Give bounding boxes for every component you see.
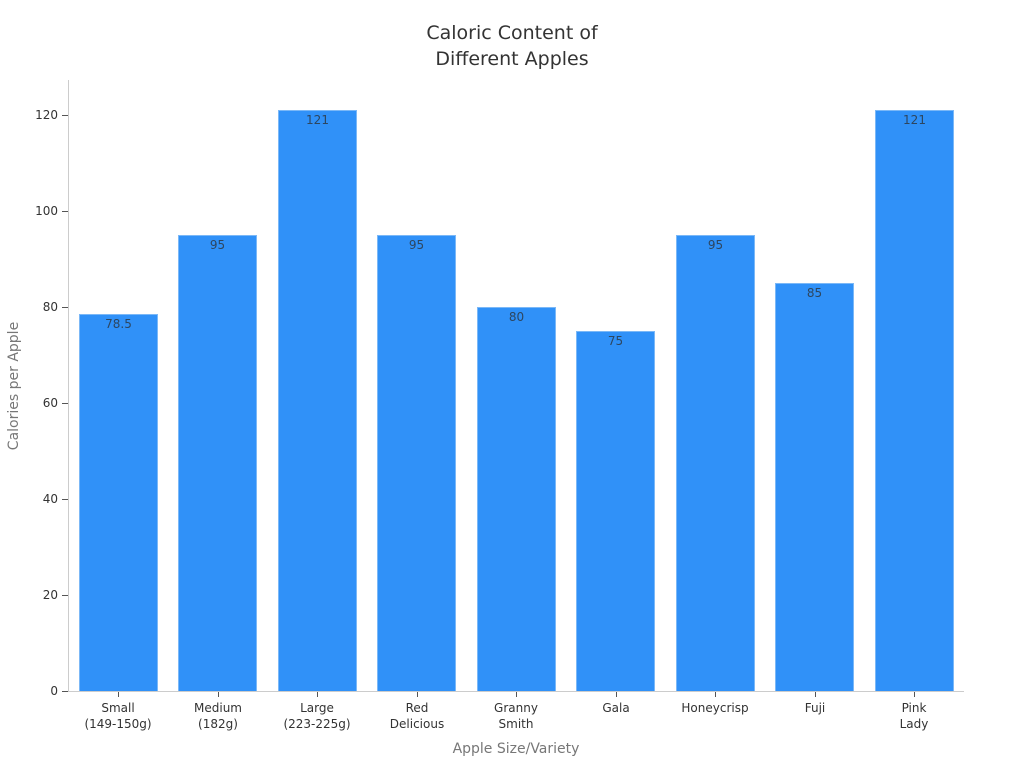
y-tick-mark bbox=[62, 211, 68, 212]
y-tick-label: 0 bbox=[50, 684, 58, 698]
x-tick-mark bbox=[914, 692, 915, 697]
x-tick-label-line: Gala bbox=[602, 701, 630, 715]
bar bbox=[178, 235, 257, 691]
x-tick-mark bbox=[616, 692, 617, 697]
bar-value-label: 95 bbox=[209, 238, 226, 252]
bar-value-label: 85 bbox=[806, 286, 823, 300]
x-tick-label-line: Small bbox=[101, 701, 135, 715]
y-tick-label: 100 bbox=[35, 204, 58, 218]
y-tick-label: 60 bbox=[42, 396, 58, 410]
x-tick-label-line: Pink bbox=[901, 701, 927, 715]
x-tick-label-line: Honeycrisp bbox=[681, 701, 749, 715]
x-tick-label: Pink Lady bbox=[864, 700, 964, 732]
bar-value-label: 95 bbox=[408, 238, 425, 252]
bar bbox=[377, 235, 456, 691]
x-tick-mark bbox=[218, 692, 219, 697]
x-tick-label: Small (149-150g) bbox=[68, 700, 168, 732]
x-tick-label-line: Delicious bbox=[389, 717, 445, 731]
y-tick-mark bbox=[62, 691, 68, 692]
bar-value-label: 121 bbox=[306, 113, 329, 127]
y-axis-label: Calories per Apple bbox=[6, 321, 22, 451]
chart-title: Caloric Content of Different Apples bbox=[0, 20, 1024, 72]
x-tick-label-line: Lady bbox=[899, 717, 929, 731]
bar bbox=[775, 283, 854, 691]
bar bbox=[576, 331, 655, 691]
y-tick-mark bbox=[62, 595, 68, 596]
x-tick-mark bbox=[118, 692, 119, 697]
y-axis-line bbox=[68, 80, 69, 692]
x-tick-label-line: Large bbox=[300, 701, 334, 715]
y-tick-mark bbox=[62, 307, 68, 308]
x-tick-mark bbox=[417, 692, 418, 697]
x-tick-label: Medium (182g) bbox=[168, 700, 268, 732]
x-tick-label: Fuji bbox=[765, 700, 865, 716]
bar bbox=[278, 110, 357, 691]
x-tick-label: Granny Smith bbox=[466, 700, 566, 732]
bar-value-label: 121 bbox=[903, 113, 926, 127]
bar bbox=[477, 307, 556, 691]
x-tick-label: Honeycrisp bbox=[665, 700, 765, 716]
x-tick-label-line: (182g) bbox=[198, 717, 238, 731]
y-tick-label: 40 bbox=[42, 492, 58, 506]
y-tick-mark bbox=[62, 403, 68, 404]
x-tick-label-line: (149-150g) bbox=[84, 717, 152, 731]
bar-value-label: 75 bbox=[607, 334, 624, 348]
x-tick-label-line: (223-225g) bbox=[283, 717, 351, 731]
x-tick-label: Gala bbox=[566, 700, 666, 716]
bar-value-label: 78.5 bbox=[105, 317, 132, 331]
x-tick-label-line: Medium bbox=[194, 701, 242, 715]
x-axis-label: Apple Size/Variety bbox=[452, 741, 580, 757]
x-tick-label-line: Red bbox=[405, 701, 429, 715]
bar-value-label: 80 bbox=[508, 310, 525, 324]
chart-title-line-2: Different Apples bbox=[435, 48, 589, 70]
x-tick-mark bbox=[516, 692, 517, 697]
x-tick-label: Red Delicious bbox=[367, 700, 467, 732]
y-tick-mark bbox=[62, 115, 68, 116]
y-tick-mark bbox=[62, 499, 68, 500]
bar-value-label: 95 bbox=[707, 238, 724, 252]
x-tick-mark bbox=[317, 692, 318, 697]
x-tick-label-line: Granny bbox=[494, 701, 538, 715]
chart-title-line-1: Caloric Content of bbox=[426, 22, 598, 44]
y-tick-label: 80 bbox=[42, 300, 58, 314]
bar bbox=[79, 314, 158, 691]
y-tick-label: 20 bbox=[42, 588, 58, 602]
x-axis-line bbox=[68, 691, 964, 692]
bar bbox=[875, 110, 954, 691]
x-tick-mark bbox=[815, 692, 816, 697]
x-tick-label-line: Smith bbox=[498, 717, 534, 731]
y-tick-label: 120 bbox=[35, 108, 58, 122]
x-tick-mark bbox=[715, 692, 716, 697]
x-tick-label-line: Fuji bbox=[804, 701, 826, 715]
x-tick-label: Large (223-225g) bbox=[267, 700, 367, 732]
bar bbox=[676, 235, 755, 691]
